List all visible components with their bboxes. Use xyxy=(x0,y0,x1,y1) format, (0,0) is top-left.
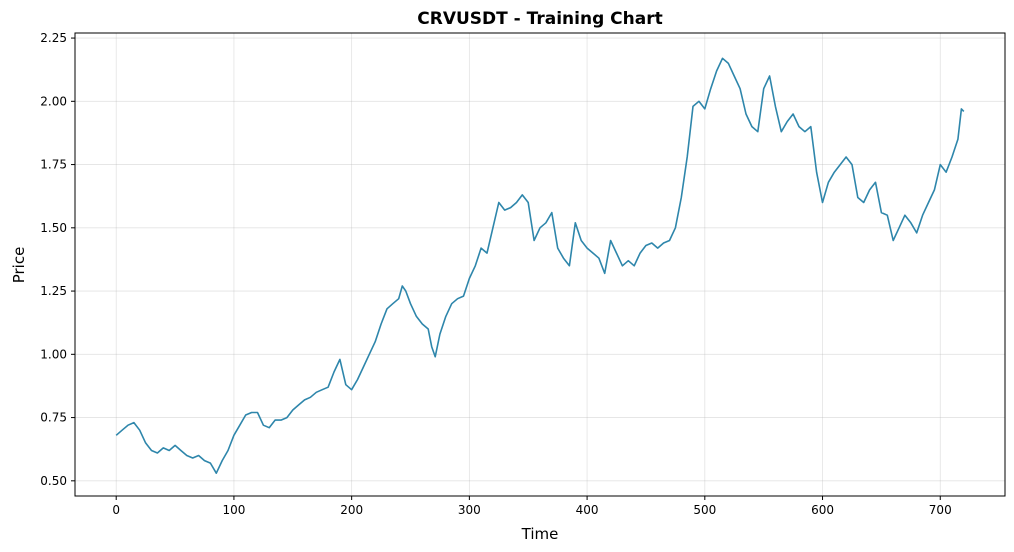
grid xyxy=(75,33,1005,496)
y-axis-ticks: 0.50 0.75 1.00 1.25 1.50 1.75 2.00 2.25 xyxy=(40,31,75,488)
y-tick-label: 0.75 xyxy=(40,411,67,425)
x-tick-label: 400 xyxy=(576,503,599,517)
y-tick-label: 2.25 xyxy=(40,31,67,45)
y-tick-label: 1.25 xyxy=(40,284,67,298)
x-tick-label: 500 xyxy=(693,503,716,517)
y-tick-label: 0.50 xyxy=(40,474,67,488)
x-tick-label: 0 xyxy=(112,503,120,517)
x-axis-ticks: 0 100 200 300 400 500 600 700 xyxy=(112,496,952,517)
y-tick-label: 1.00 xyxy=(40,347,67,361)
x-tick-label: 100 xyxy=(222,503,245,517)
x-tick-label: 700 xyxy=(929,503,952,517)
x-tick-label: 200 xyxy=(340,503,363,517)
x-tick-label: 300 xyxy=(458,503,481,517)
x-axis-label: Time xyxy=(521,525,559,543)
x-tick-label: 600 xyxy=(811,503,834,517)
y-axis-label: Price xyxy=(10,247,28,284)
plot-frame xyxy=(74,32,1006,497)
series-line-crvusdt xyxy=(115,57,965,474)
chart-title: CRVUSDT - Training Chart xyxy=(417,9,662,29)
y-tick-label: 2.00 xyxy=(40,94,67,108)
y-tick-label: 1.50 xyxy=(40,221,67,235)
y-tick-label: 1.75 xyxy=(40,158,67,172)
